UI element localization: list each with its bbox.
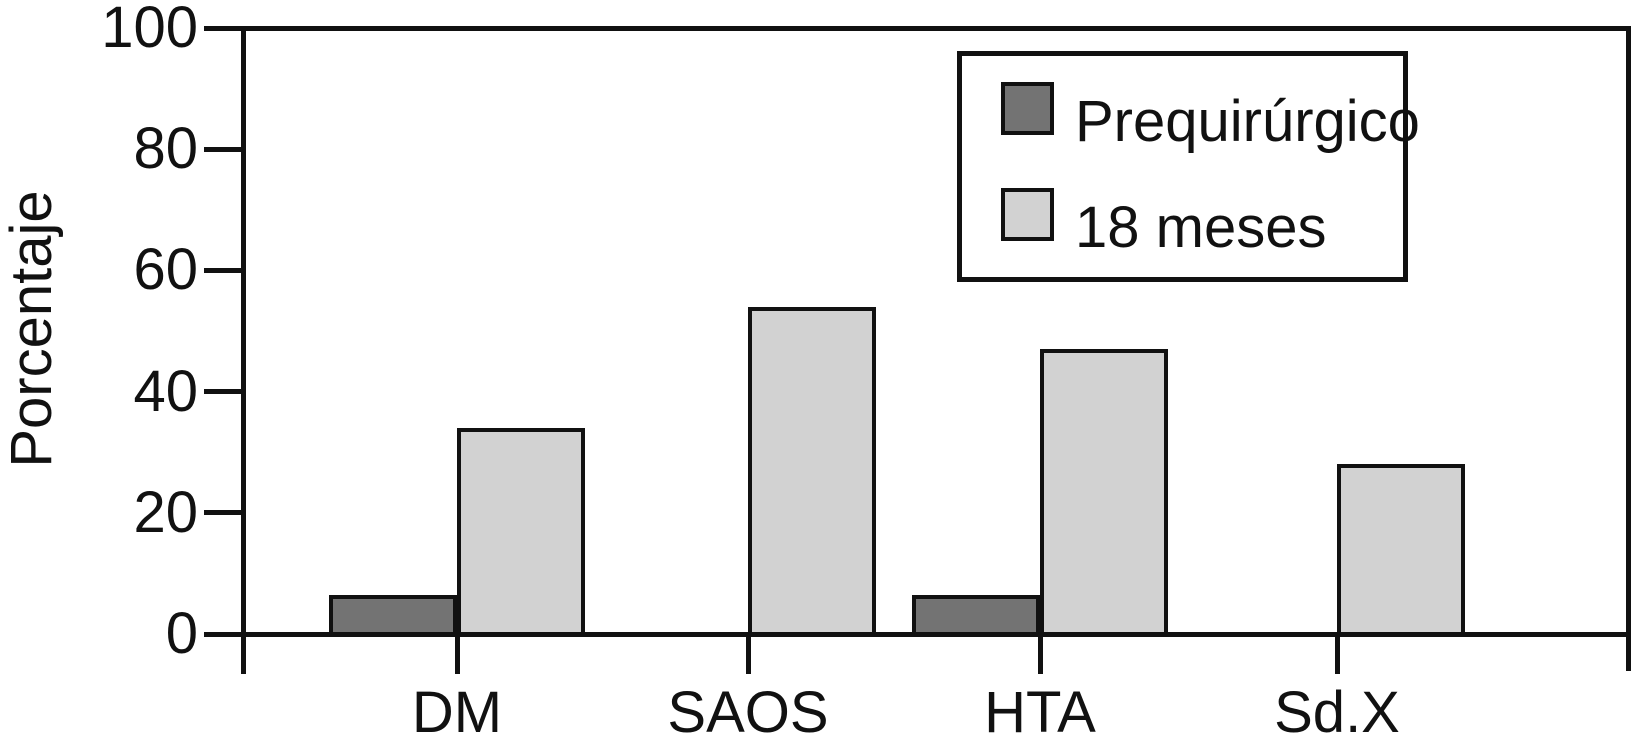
bar-dm-series1 — [457, 428, 585, 636]
x-tick-mark — [746, 632, 751, 674]
bar-saos-series1 — [748, 307, 876, 636]
legend-swatch-series0 — [1001, 82, 1054, 135]
plot-top-frame-line — [241, 26, 1631, 31]
y-tick-label: 80 — [133, 116, 198, 181]
y-tick-label: 40 — [133, 359, 198, 424]
y-tick-mark — [204, 268, 246, 273]
plot-right-frame-line — [1626, 26, 1631, 671]
bar-hta-series0 — [912, 595, 1040, 636]
legend-label-series1: 18 meses — [1075, 195, 1327, 260]
legend-swatch-series1 — [1001, 188, 1054, 241]
y-tick-mark — [204, 26, 246, 31]
x-tick-mark — [1038, 632, 1043, 674]
x-category-label: Sd.X — [1274, 680, 1400, 745]
y-tick-mark — [204, 147, 246, 152]
y-tick-mark — [204, 389, 246, 394]
y-tick-label: 60 — [133, 237, 198, 302]
y-tick-label: 0 — [165, 601, 198, 666]
bar-sdx-series1 — [1337, 464, 1465, 636]
x-tick-mark — [455, 632, 460, 674]
x-tick-mark — [1335, 632, 1340, 674]
bar-dm-series0 — [329, 595, 457, 636]
x-category-label: SAOS — [667, 680, 829, 745]
legend-box — [957, 51, 1408, 282]
y-tick-mark — [204, 510, 246, 515]
x-category-label: DM — [411, 680, 503, 745]
y-axis-title: Porcentaje — [0, 190, 64, 468]
x-category-label: HTA — [984, 680, 1096, 745]
legend-label-series0: Prequirúrgico — [1075, 89, 1420, 154]
y-tick-label: 100 — [101, 0, 198, 60]
bar-hta-series1 — [1040, 349, 1168, 636]
y-tick-label: 20 — [133, 480, 198, 545]
y-axis-line — [241, 26, 246, 674]
y-tick-mark — [204, 632, 246, 637]
